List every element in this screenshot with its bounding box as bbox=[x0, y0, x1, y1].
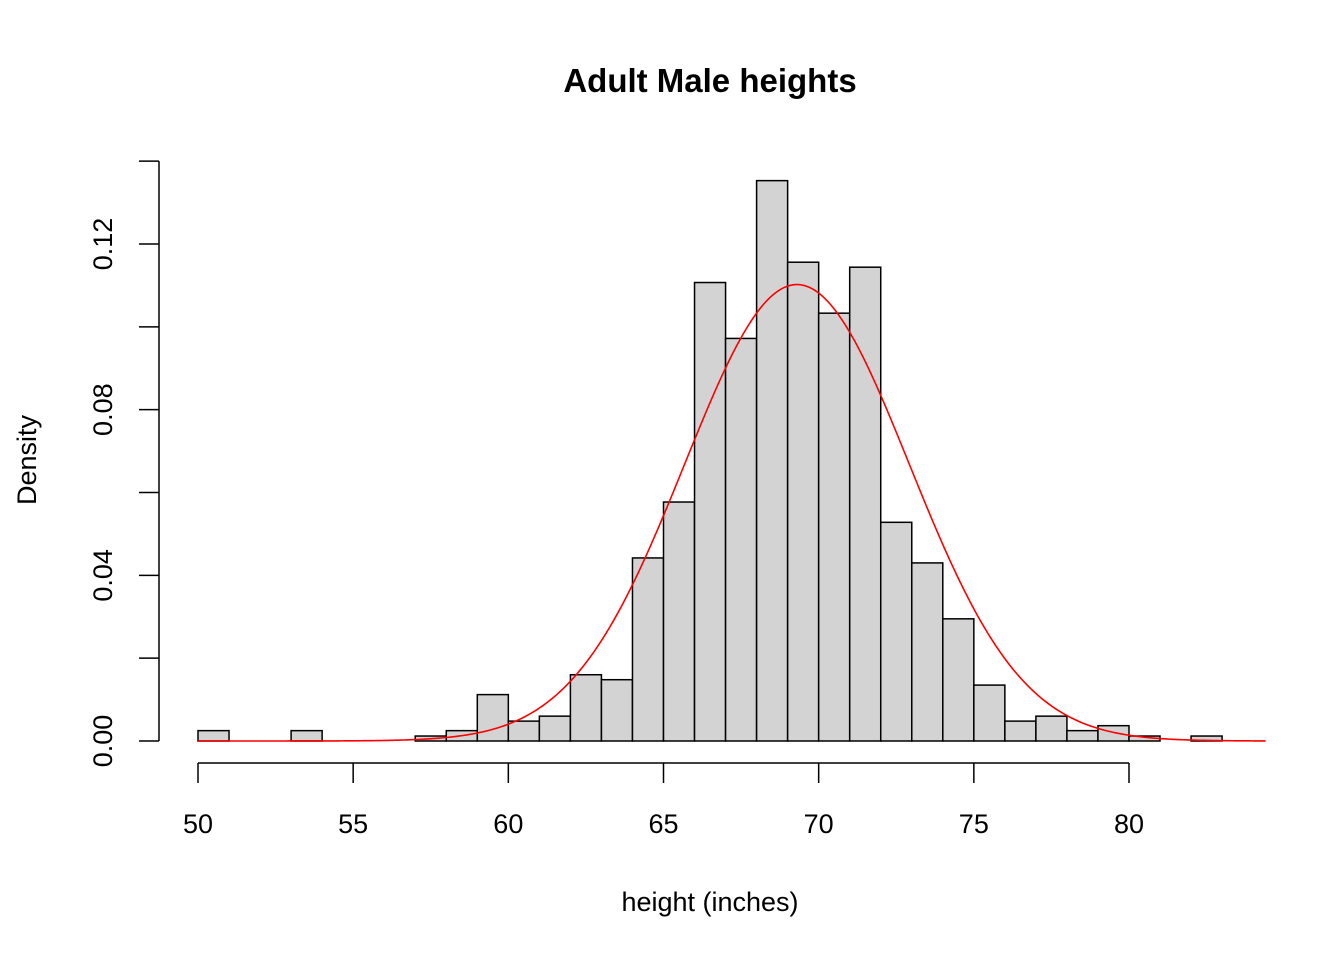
x-tick-label: 60 bbox=[493, 809, 523, 839]
density-curve bbox=[198, 283, 1266, 742]
histogram-bar bbox=[662, 501, 696, 742]
y-axis-label: Density bbox=[12, 414, 42, 505]
histogram-bar bbox=[848, 266, 882, 742]
histogram-bar bbox=[817, 312, 851, 742]
histogram-bar bbox=[1004, 720, 1037, 742]
histogram-bar bbox=[538, 715, 572, 742]
histogram-bar bbox=[600, 678, 634, 742]
histogram-bar bbox=[1066, 729, 1099, 742]
x-tick-label: 80 bbox=[1114, 809, 1144, 839]
x-tick-label: 55 bbox=[338, 809, 368, 839]
x-tick-label: 75 bbox=[959, 809, 989, 839]
histogram-bar bbox=[1097, 724, 1130, 742]
bars-group bbox=[197, 179, 1223, 742]
y-tick-label: 0.00 bbox=[88, 715, 118, 768]
y-axis: 0.00 0.04 0.08 0.12 bbox=[88, 160, 160, 768]
y-tick-label: 0.04 bbox=[88, 549, 118, 602]
x-axis: 50 55 60 65 70 75 80 bbox=[183, 762, 1144, 839]
histogram-bar bbox=[942, 618, 975, 742]
histogram-bar bbox=[786, 261, 820, 742]
histogram-bar bbox=[507, 720, 541, 742]
x-axis-label: height (inches) bbox=[621, 887, 798, 917]
histogram-bar bbox=[197, 729, 230, 742]
histogram-bar bbox=[290, 729, 323, 742]
histogram-bar bbox=[476, 693, 510, 742]
histogram-bar bbox=[631, 557, 665, 742]
histogram-bar bbox=[569, 673, 603, 742]
histogram-bar bbox=[879, 521, 913, 742]
histogram-bar bbox=[755, 179, 789, 742]
histogram-bar bbox=[724, 337, 758, 742]
histogram-bar bbox=[693, 281, 727, 742]
histogram-bar bbox=[1035, 715, 1068, 742]
y-tick-label: 0.08 bbox=[88, 383, 118, 436]
y-tick-label: 0.12 bbox=[88, 218, 118, 271]
histogram-bar bbox=[973, 684, 1006, 742]
x-tick-label: 50 bbox=[183, 809, 213, 839]
x-tick-label: 65 bbox=[648, 809, 678, 839]
x-tick-label: 70 bbox=[804, 809, 834, 839]
histogram-bar bbox=[911, 562, 944, 742]
chart-title: Adult Male heights bbox=[563, 62, 856, 99]
